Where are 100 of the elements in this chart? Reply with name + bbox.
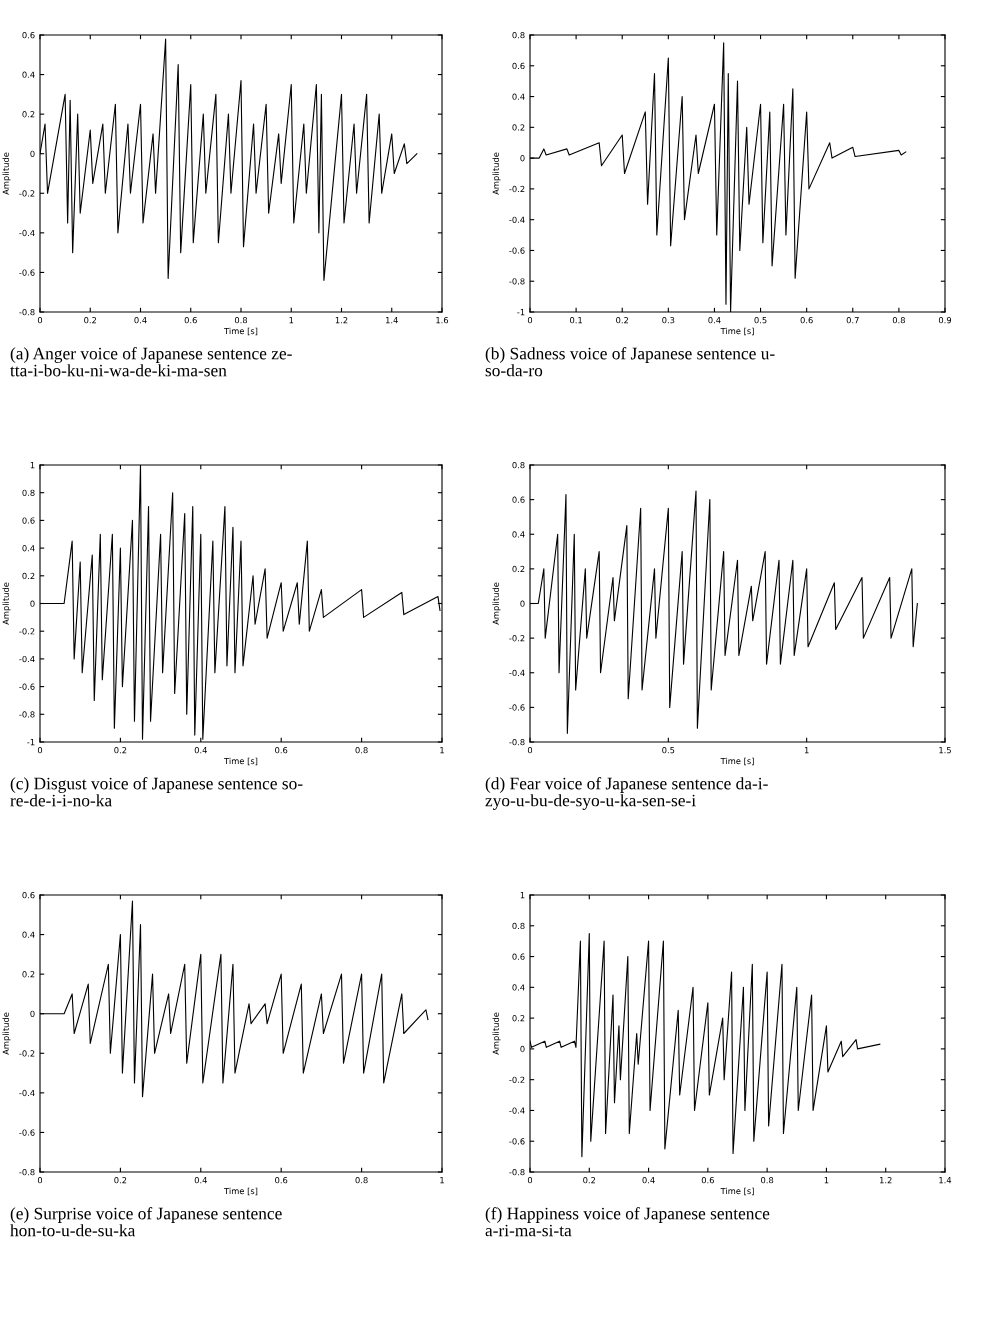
y-axis-title: Amplitude <box>492 582 501 625</box>
y-axis-title: Amplitude <box>2 1012 11 1055</box>
x-tick-label: 0.6 <box>275 747 288 754</box>
y-tick-label: -0.8 <box>509 1168 525 1176</box>
x-tick-label: 1 <box>440 1177 444 1184</box>
y-axis-title: Amplitude <box>2 582 11 625</box>
x-tick-label: 0.8 <box>355 1177 368 1184</box>
y-tick-label: 0.6 <box>22 517 35 524</box>
text: (c) Disgust voice of Japanese sentence so- re-de-i-i-no-ka <box>10 777 303 807</box>
x-tick-label: 1 <box>289 317 294 324</box>
y-tick-label: 0.4 <box>512 93 525 100</box>
x-axis-title: Time [s] <box>224 1187 258 1196</box>
x-tick-label: 0.6 <box>701 1177 714 1184</box>
y-tick-label: -0.2 <box>19 628 35 635</box>
y-tick-label: 0 <box>30 150 35 157</box>
y-tick-label: -0.2 <box>19 1050 35 1057</box>
y-tick-label: 1 <box>520 892 525 899</box>
x-tick-label: 0 <box>527 317 533 324</box>
y-tick-label: -0.6 <box>19 683 35 690</box>
x-tick-label: 0.4 <box>708 317 721 324</box>
x-tick-label: 1.6 <box>436 317 449 324</box>
y-tick-label: -0.4 <box>19 1089 35 1097</box>
y-axis-title: Amplitude <box>492 1012 501 1055</box>
text: (a) Anger voice of Japanese sentence ze- tta-i-bo-ku-ni-wa-de-ki-ma-sen <box>10 347 292 377</box>
y-tick-label: -0.2 <box>509 185 525 193</box>
x-tick-label: 0.6 <box>184 317 197 324</box>
y-tick-label: 0.6 <box>22 31 35 39</box>
x-tick-label: 0.8 <box>234 317 248 324</box>
x-tick-label: 0.8 <box>761 1177 774 1184</box>
x-tick-label: 0.7 <box>846 317 859 324</box>
y-tick-label: -0.8 <box>509 278 525 285</box>
y-tick-label: 0.4 <box>22 931 35 938</box>
y-tick-label: 0.6 <box>22 891 35 899</box>
y-tick-label: -0.6 <box>509 704 525 711</box>
y-tick-label: 0.8 <box>512 922 525 930</box>
x-tick-label: 1.2 <box>880 1177 892 1184</box>
text: (d) Fear voice of Japanese sentence da-i- zyo-u-bu-de-syo-u-ka-sen-se-i <box>485 777 768 810</box>
x-tick-label: 0.1 <box>570 317 582 324</box>
y-tick-label: -0.4 <box>509 1107 525 1114</box>
y-tick-label: 0.2 <box>512 1015 525 1022</box>
x-tick-label: 0 <box>37 1177 43 1184</box>
x-tick-label: 1 <box>804 747 809 754</box>
y-tick-label: 0.2 <box>22 572 35 580</box>
y-tick-label: 0.2 <box>22 971 35 978</box>
y-tick-label: 0.4 <box>512 984 525 991</box>
y-tick-label: -0.8 <box>19 711 35 718</box>
x-tick-label: 0.8 <box>892 317 905 324</box>
y-tick-label: -0.2 <box>509 1076 525 1083</box>
x-tick-label: 0 <box>37 317 43 324</box>
y-tick-label: -0.8 <box>19 308 35 316</box>
x-tick-label: 1.2 <box>335 317 348 324</box>
y-axis-title: Amplitude <box>492 152 501 195</box>
x-tick-label: 0.2 <box>114 747 127 754</box>
y-tick-label: 0.6 <box>512 953 525 960</box>
x-tick-label: 0.4 <box>194 747 207 754</box>
x-axis-title: Time [s] <box>720 327 754 336</box>
text: (b) Sadness voice of Japanese sentence u- so-da-ro <box>485 347 775 377</box>
y-tick-label: -0.6 <box>509 1138 525 1145</box>
x-tick-label: 0 <box>527 747 533 754</box>
y-tick-label: -0.4 <box>19 655 35 663</box>
x-tick-label: 1.5 <box>939 747 951 754</box>
x-axis-title: Time [s] <box>224 757 258 766</box>
y-tick-label: 0 <box>520 600 525 607</box>
y-axis-title: Amplitude <box>2 152 11 195</box>
y-tick-label: -0.6 <box>509 247 525 254</box>
x-tick-label: 0.2 <box>84 317 97 324</box>
y-tick-label: -0.4 <box>19 229 35 237</box>
x-tick-label: 0.2 <box>616 317 629 324</box>
y-tick-label: 0.4 <box>22 545 35 552</box>
x-tick-label: 0.2 <box>114 1177 127 1184</box>
x-tick-label: 0 <box>37 747 43 754</box>
y-tick-label: 0.8 <box>512 461 525 469</box>
y-tick-label: 0 <box>520 1045 525 1053</box>
x-tick-label: 1 <box>440 747 444 754</box>
y-tick-label: 0.4 <box>512 531 525 538</box>
y-tick-label: 0.4 <box>22 71 35 78</box>
y-tick-label: -0.2 <box>509 635 525 642</box>
y-tick-label: 0.8 <box>22 489 35 496</box>
y-tick-label: 0.6 <box>512 496 525 503</box>
y-tick-label: -0.2 <box>19 190 35 197</box>
y-tick-label: 0.2 <box>512 124 525 131</box>
x-tick-label: 1.4 <box>939 1177 952 1184</box>
x-tick-label: 0.5 <box>662 747 675 754</box>
y-tick-label: 0 <box>30 600 35 607</box>
y-tick-label: 0.2 <box>22 111 35 118</box>
x-tick-label: 0.4 <box>134 317 147 324</box>
x-tick-label: 0 <box>527 1177 533 1184</box>
y-tick-label: -0.8 <box>509 738 525 746</box>
y-tick-label: -0.4 <box>509 216 525 223</box>
text: (e) Surprise voice of Japanese sentence hon-to-u-de-su-ka <box>10 1207 282 1237</box>
y-tick-label: -0.4 <box>509 669 525 677</box>
y-tick-label: -1 <box>27 739 35 746</box>
y-tick-label: 0.6 <box>512 62 525 70</box>
x-tick-label: 0.9 <box>938 317 952 324</box>
x-tick-label: 0.6 <box>275 1177 288 1184</box>
x-tick-label: 0.3 <box>662 317 675 324</box>
x-tick-label: 0.4 <box>194 1177 207 1184</box>
x-axis-title: Time [s] <box>720 1187 754 1196</box>
y-tick-label: -0.8 <box>19 1168 35 1176</box>
x-axis-title: Time [s] <box>720 757 754 766</box>
